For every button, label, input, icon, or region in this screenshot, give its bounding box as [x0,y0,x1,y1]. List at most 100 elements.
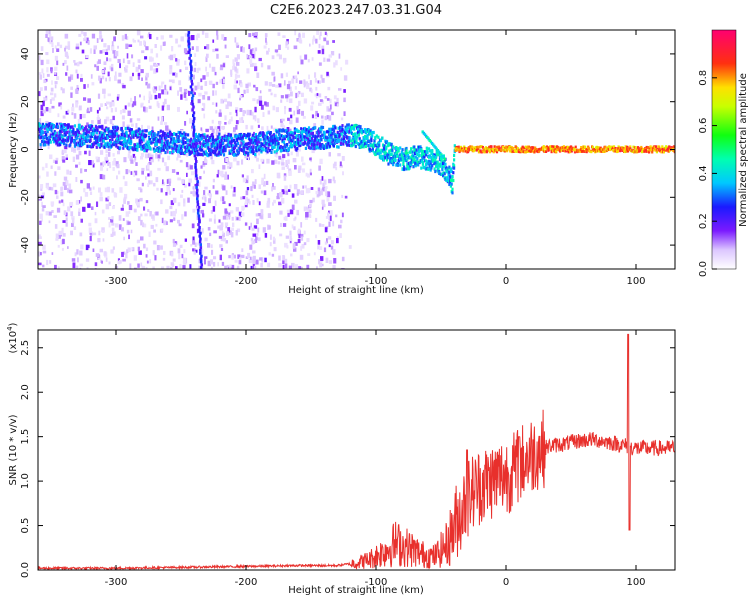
spectrogram-ridge-mark [374,135,377,140]
spectrogram-noise-mark [332,249,336,255]
spectrogram-noise-mark [211,66,216,72]
spectrogram-noise-mark [268,88,272,92]
spectrogram-noise-mark [53,93,57,98]
spectrogram-noise-mark [70,74,74,80]
spectrogram-noise-mark [273,247,277,252]
spectrogram-noise-mark [39,74,42,80]
spectrogram-noise-mark [337,153,341,157]
spectrogram-ridge-mark [193,151,196,155]
spectrogram-noise-mark [93,45,97,50]
spectrogram-ridge-mark [445,166,448,170]
spectrogram-noise-mark [247,82,251,87]
spectrogram-noise-mark [300,59,304,65]
spectrogram-ridge-mark [311,142,314,147]
spectrogram-noise-mark [319,158,323,165]
spectrogram-ridge-mark [373,151,376,155]
spectrogram-ridge-mark [222,145,226,150]
spectrogram-noise-mark [148,180,151,185]
spectrogram-noise-mark [216,174,219,178]
spectrogram-ridge-mark [410,158,413,162]
spectrogram-noise-mark [96,201,99,207]
spectrogram-noise-mark [157,63,160,66]
spectrogram-ridge-mark [378,149,381,153]
spectrogram-streak-mark [190,65,193,69]
spectrogram-noise-mark [112,161,116,166]
snr-xtick-label: 0 [503,577,509,588]
spectrogram-ridge-mark [99,138,102,142]
spectrogram-streak-mark [197,217,201,221]
spectrogram-ridge-mark [318,131,321,135]
spectrogram-ridge-mark [45,140,48,144]
spectrogram-streak-mark [188,48,191,52]
spectrogram-noise-mark [234,73,238,79]
spectrogram-ridge-mark [60,141,63,145]
spectrogram-noise-mark [110,108,114,113]
spectrogram-noise-mark [319,31,322,37]
spectrogram-noise-mark [219,244,223,248]
spectrogram-noise-mark [263,190,267,196]
spectrogram-noise-mark [184,33,189,37]
spectrogram-ridge-mark [639,149,642,153]
spectrogram-noise-mark [281,162,285,166]
spectrogram-ridge-mark [197,138,201,143]
spectrogram-noise-mark [191,171,195,176]
spectrogram-ridge-mark [370,143,373,147]
spectrogram-ridge-mark [150,141,153,145]
spectrogram-ridge-mark [562,149,565,152]
spectrogram-ridge-mark [396,154,399,158]
spectrogram-noise-mark [84,150,87,155]
spectrogram-noise-mark [152,250,155,256]
spectrogram-ridge-mark [623,150,626,154]
spectrogram-ridge-mark [645,150,648,153]
spectrogram-noise-mark [321,45,325,49]
spectrogram-ridge-mark [440,172,443,176]
spectrogram-noise-mark [191,125,194,129]
spectrogram-noise-mark [56,60,59,66]
spectrogram-noise-mark [153,229,156,233]
spectrogram-ridge-mark [464,150,467,153]
spectrogram-noise-mark [140,104,143,108]
spectrogram-noise-mark [71,106,75,112]
spectrogram-ridge-mark [279,145,282,149]
spectrogram-noise-mark [231,216,234,221]
spectrogram-noise-mark [318,43,321,49]
spectrogram-noise-mark [209,80,213,85]
spectrogram-noise-mark [271,71,275,76]
spectrogram-noise-mark [57,42,60,47]
spectrogram-noise-mark [139,94,141,98]
spectrogram-noise-mark [46,67,49,73]
spectrogram-noise-mark [250,125,254,130]
spectrogram-noise-mark [151,126,154,131]
spectrogram-noise-mark [282,264,285,269]
spectrogram-ridge-mark [148,138,151,142]
spectrogram-ridge-mark [396,161,399,166]
spectrogram-ridge-mark [275,136,279,140]
spectrogram-ridge-mark [172,149,175,153]
spectrogram-ridge-mark [180,144,183,148]
spectrogram-ridge-mark [408,166,411,170]
spectrogram-ridge-mark [182,145,185,149]
spectrogram-ridge-mark [301,134,304,138]
spectrogram-ridge-mark [457,148,460,151]
spectrogram-noise-mark [150,159,154,163]
spectrogram-ridge-mark [378,143,381,147]
spectrogram-noise-mark [291,78,295,84]
spectrogram-noise-mark [49,154,53,160]
spectrogram-ridge-mark [216,142,219,146]
spectrogram-noise-mark [181,214,184,220]
spectrogram-noise-mark [278,44,281,50]
spectrogram-noise-mark [293,110,296,116]
spectrogram-ridge-mark [340,132,343,136]
spectrogram-noise-mark [285,94,289,99]
spectrogram-noise-mark [177,219,180,224]
spectrogram-noise-mark [133,170,138,176]
spectrogram-ridge-mark [194,147,197,152]
spectrogram-noise-mark [157,102,160,109]
spectrogram-noise-mark [99,50,103,54]
spectrogram-ridge-mark [667,149,670,153]
spectrogram-ridge-mark [470,148,473,152]
spectrogram-ridge-mark [391,148,394,152]
spectrogram-noise-mark [281,158,284,162]
spectrogram-noise-mark [102,161,106,166]
spectrogram-noise-mark [51,97,55,101]
